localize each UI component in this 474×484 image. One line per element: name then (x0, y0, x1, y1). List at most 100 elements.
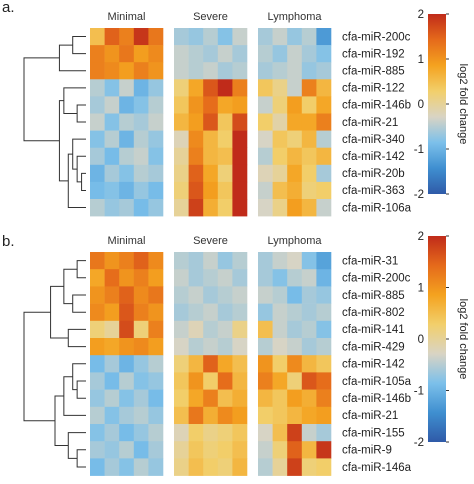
dendrogram-branch (81, 172, 86, 191)
heatmap-cell (90, 286, 105, 304)
row-label: cfa-miR-146b (342, 100, 411, 112)
row-label: cfa-miR-363 (342, 185, 405, 197)
group-label-minimal: Minimal (108, 235, 146, 247)
heatmap-cell (272, 96, 288, 114)
heatmap-cell (217, 147, 233, 166)
heatmap-cell (104, 458, 120, 476)
heatmap-cell (272, 62, 288, 80)
heatmap-cell (133, 320, 149, 339)
heatmap-cell (133, 96, 149, 114)
heatmap-cell (119, 96, 135, 114)
heatmap-cell (174, 181, 189, 200)
heatmap-cell (104, 164, 120, 183)
heatmap-cell (90, 45, 105, 63)
row-label: cfa-miR-340 (342, 134, 405, 146)
heatmap-cell (301, 62, 317, 80)
heatmap-cell (203, 286, 219, 304)
heatmap-cell (217, 441, 233, 459)
heatmap-cell (174, 45, 189, 63)
heatmap-cell (232, 303, 248, 322)
heatmap-cell (232, 79, 248, 97)
heatmap-cell (217, 45, 233, 63)
heatmap-cell (217, 62, 233, 80)
heatmap-cell (316, 113, 332, 131)
heatmap-cell (188, 389, 204, 408)
heatmap-cell (301, 286, 317, 304)
row-label: cfa-miR-142 (342, 151, 405, 163)
heatmap-cell (316, 320, 332, 339)
heatmap-cell (148, 28, 164, 46)
heatmap-cell (287, 181, 303, 200)
heatmap-cell (316, 96, 332, 114)
heatmap-cell (119, 303, 135, 322)
heatmap-cell (272, 338, 288, 356)
heatmap-cell (188, 424, 204, 442)
heatmap-cell (287, 252, 303, 270)
heatmap-cell (104, 28, 120, 46)
heatmap-cell (148, 355, 164, 373)
heatmap-cell (174, 269, 189, 287)
heatmap-cell (301, 79, 317, 97)
heatmap-cell (174, 147, 189, 166)
heatmap-cell (301, 389, 317, 408)
heatmap-cell (119, 406, 135, 425)
heatmap-cell (272, 355, 288, 373)
heatmap-cell (272, 372, 288, 390)
heatmap-cell (217, 113, 233, 131)
heatmap-cell (119, 424, 135, 442)
heatmap-cell (133, 338, 149, 356)
heatmap-cell (258, 338, 273, 356)
heatmap-cell (232, 372, 248, 390)
heatmap-cell (217, 406, 233, 425)
heatmap-cell (90, 252, 105, 270)
heatmap-cell (104, 199, 120, 217)
row-label: cfa-miR-20b (342, 168, 405, 180)
group-label-severe: Severe (193, 235, 228, 247)
heatmap-cell (203, 406, 219, 425)
heatmap-cell (287, 79, 303, 97)
colorbar (428, 236, 446, 442)
heatmap-cell (301, 28, 317, 46)
heatmap-cell (188, 355, 204, 373)
heatmap-cell (258, 441, 273, 459)
heatmap-cell (301, 130, 317, 148)
heatmap-cell (174, 199, 189, 217)
heatmap-cell (287, 147, 303, 166)
heatmap-cell (232, 320, 248, 339)
heatmap-cell (104, 303, 120, 322)
heatmap-cell (174, 96, 189, 114)
heatmap-cell (104, 181, 120, 200)
heatmap-cell (287, 28, 303, 46)
heatmap-cell (316, 252, 332, 270)
heatmap-cell (258, 181, 273, 200)
heatmap-cell (287, 389, 303, 408)
row-label: cfa-miR-142 (342, 359, 405, 371)
heatmap-cell (188, 458, 204, 476)
heatmap-cell (174, 303, 189, 322)
heatmap-cell (301, 113, 317, 131)
heatmap-cell (287, 424, 303, 442)
heatmap-cell (232, 269, 248, 287)
heatmap-cell (272, 269, 288, 287)
row-label: cfa-miR-885 (342, 66, 405, 78)
heatmap-cell (133, 62, 149, 80)
heatmap-cell (133, 269, 149, 287)
panel-label: a. (2, 0, 15, 16)
panel-a: a. Minimal Severe Lymphoma cfa-miR-200c cfa-m… (2, 0, 412, 217)
heatmap-cell (301, 199, 317, 217)
heatmap-cell (272, 199, 288, 217)
heatmap-cell (133, 441, 149, 459)
heatmap-cell (301, 320, 317, 339)
heatmap-cell (104, 96, 120, 114)
dendrogram-branch (63, 87, 86, 114)
heatmap-cell (272, 320, 288, 339)
heatmap-cell (174, 406, 189, 425)
heatmap-cell (258, 355, 273, 373)
heatmap-cell (174, 441, 189, 459)
dendrogram-branch (67, 328, 86, 348)
heatmap-cell (90, 147, 105, 166)
heatmap-cell (174, 458, 189, 476)
heatmap-cell (104, 79, 120, 97)
row-label: cfa-miR-122 (342, 83, 405, 95)
